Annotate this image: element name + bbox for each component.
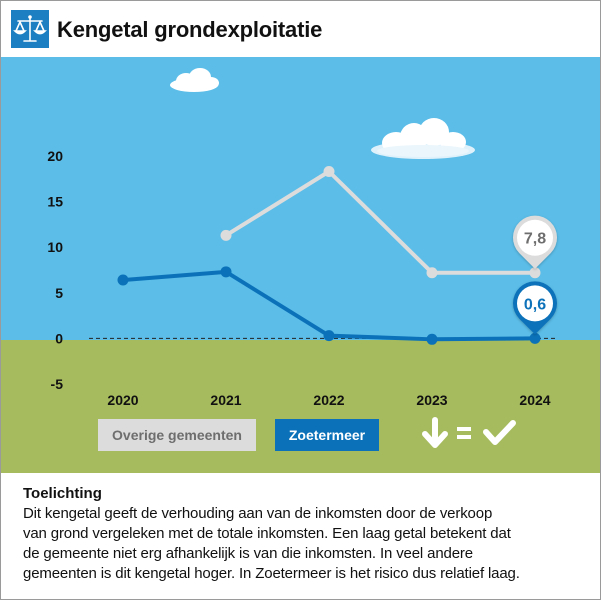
callout-label: 0,6 — [524, 296, 546, 313]
y-tick-label: 15 — [47, 194, 63, 210]
explanation-line: Dit kengetal geeft de verhouding aan van… — [23, 505, 493, 522]
explanation-line: gemeenten is dit kengetal hoger. In Zoet… — [23, 565, 520, 582]
y-tick-label: 0 — [55, 330, 63, 346]
y-tick-label: 10 — [47, 239, 63, 255]
legend-zoetermeer[interactable]: Zoetermeer — [275, 419, 379, 451]
data-point-overige-gemeenten[interactable] — [426, 267, 438, 279]
series-layer — [117, 166, 541, 345]
data-point-zoetermeer[interactable] — [426, 333, 438, 345]
data-point-zoetermeer[interactable] — [220, 266, 232, 278]
line-chart: 20 15 10 5 0 -5 2020 2021 2022 2023 2024 7,8 0,6 — [1, 57, 600, 473]
callout-inner — [517, 285, 553, 322]
y-tick-label: 20 — [47, 148, 63, 164]
explanation-title: Toelichting — [23, 485, 102, 502]
y-axis: 20 15 10 5 0 -5 — [47, 148, 63, 392]
x-tick-label: 2023 — [416, 392, 447, 408]
callout-layer: 7,8 0,6 — [513, 215, 557, 335]
scales-icon — [11, 10, 49, 48]
page-title: Kengetal grondexploitatie — [57, 17, 323, 42]
x-tick-label: 2020 — [107, 392, 138, 408]
explanation-section: Toelichting Dit kengetal geeft de verhou… — [1, 473, 600, 599]
data-point-overige-gemeenten[interactable] — [323, 166, 335, 178]
series-line-overige-gemeenten — [224, 169, 535, 275]
y-tick-label: 5 — [55, 285, 63, 301]
x-axis: 2020 2021 2022 2023 2024 — [107, 392, 550, 408]
explanation-line: van grond vergeleken met de totale inkom… — [23, 525, 511, 542]
data-point-zoetermeer[interactable] — [323, 330, 335, 342]
cloud-right — [371, 118, 475, 159]
cloud-left — [170, 68, 219, 92]
y-tick-label: -5 — [51, 376, 64, 392]
callout-overige-gemeenten: 7,8 — [513, 215, 557, 269]
data-point-zoetermeer[interactable] — [117, 274, 129, 286]
data-point-zoetermeer[interactable] — [529, 332, 541, 344]
arrow-down-icon — [422, 417, 448, 448]
data-point-overige-gemeenten[interactable] — [220, 229, 232, 241]
ground-background — [1, 340, 600, 473]
equals-icon — [457, 427, 471, 439]
legend-overige-gemeenten[interactable]: Overige gemeenten — [98, 419, 256, 451]
data-point-overige-gemeenten[interactable] — [529, 267, 541, 279]
assessment-icons — [422, 417, 516, 448]
x-tick-label: 2022 — [313, 392, 344, 408]
sky-background — [1, 57, 600, 340]
explanation-body: Dit kengetal geeft de verhouding aan van… — [23, 504, 593, 584]
callout-label: 7,8 — [524, 231, 546, 248]
callout-inner — [517, 219, 553, 256]
chart-area: 20 15 10 5 0 -5 2020 2021 2022 2023 2024 7,8 0,6 O — [1, 57, 600, 473]
explanation-line: de gemeente niet erg afhankelijk is van … — [23, 545, 473, 562]
x-tick-label: 2024 — [519, 392, 550, 408]
checkmark-icon — [483, 420, 516, 445]
header: Kengetal grondexploitatie — [1, 1, 600, 57]
callout-zoetermeer: 0,6 — [513, 281, 557, 335]
x-tick-label: 2021 — [210, 392, 241, 408]
